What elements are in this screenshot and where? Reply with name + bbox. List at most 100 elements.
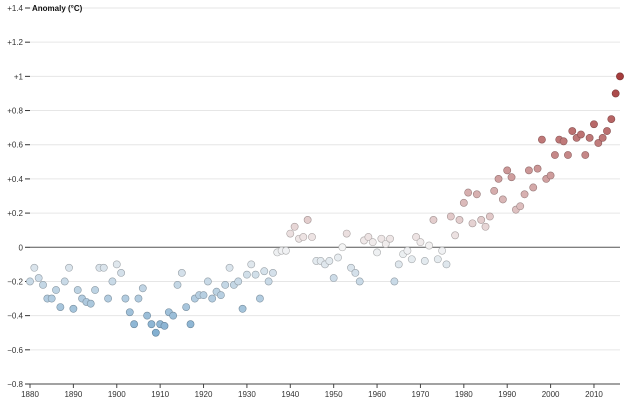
data-point <box>498 195 507 204</box>
data-point <box>490 186 499 195</box>
data-point <box>47 294 56 303</box>
data-point <box>86 299 95 308</box>
data-point <box>256 294 264 303</box>
data-point <box>138 284 147 293</box>
data-point <box>459 198 468 207</box>
data-point <box>347 263 355 272</box>
data-point <box>282 246 290 255</box>
data-point <box>564 151 572 159</box>
data-point <box>260 267 269 276</box>
data-point <box>477 216 486 224</box>
y-tick-label: 0 <box>19 243 24 252</box>
data-point <box>524 166 533 175</box>
data-point <box>442 260 451 269</box>
data-point <box>264 277 273 286</box>
data-point <box>65 263 73 272</box>
data-point <box>433 255 442 264</box>
data-point <box>342 229 351 238</box>
data-point <box>169 311 178 320</box>
data-point <box>243 270 251 279</box>
data-point <box>429 216 438 224</box>
data-point <box>225 263 234 272</box>
x-tick-label: 1950 <box>325 390 343 399</box>
data-point <box>420 257 429 265</box>
y-tick-label: +0.4 <box>7 175 23 184</box>
data-point <box>216 291 225 300</box>
x-tick-label: 1900 <box>108 390 126 399</box>
data-point <box>603 127 611 135</box>
data-point <box>438 246 447 255</box>
data-point <box>177 269 186 277</box>
data-point <box>56 303 65 311</box>
data-points <box>26 72 624 337</box>
data-point <box>208 294 217 303</box>
data-point <box>134 294 143 303</box>
x-tick-label: 1940 <box>281 390 299 399</box>
data-point <box>394 260 403 269</box>
data-point <box>117 269 126 277</box>
data-point <box>60 277 69 286</box>
x-tick-label: 1960 <box>368 390 386 399</box>
data-point <box>407 255 416 264</box>
data-point <box>381 239 390 248</box>
data-point <box>451 231 460 240</box>
data-point <box>30 263 39 272</box>
y-tick-label: −0.8 <box>7 380 23 389</box>
data-point <box>529 183 538 192</box>
x-tick-label: 2000 <box>542 390 560 399</box>
y-tick-label: +0.6 <box>7 141 23 150</box>
data-point <box>520 190 529 199</box>
y-axis: −0.8 −0.6 −0.4 −0.2 0 +0.2 +0.4 +0.6 +0.8 +1 +1.2 +… <box>7 4 30 389</box>
data-point <box>516 202 525 211</box>
data-point <box>238 304 247 313</box>
data-point <box>104 294 112 303</box>
data-point <box>533 164 542 173</box>
data-point <box>568 127 577 135</box>
data-point <box>590 120 598 129</box>
data-point <box>247 260 256 269</box>
data-point <box>546 171 555 180</box>
data-point <box>425 241 434 250</box>
x-tick-label: 1970 <box>412 390 430 399</box>
data-point <box>551 151 559 159</box>
data-point <box>386 234 394 243</box>
data-point <box>373 248 381 257</box>
data-point <box>351 269 360 277</box>
data-point <box>507 173 516 182</box>
y-tick-label: +1 <box>14 72 24 81</box>
data-point <box>73 286 82 294</box>
data-point <box>364 233 373 241</box>
data-point <box>577 130 585 139</box>
data-point <box>91 286 99 294</box>
data-point <box>69 304 78 313</box>
data-point <box>481 222 490 231</box>
x-axis: 1880 1890 1900 1910 1920 1930 1940 1950 1960 1970… <box>21 383 620 399</box>
data-point <box>412 233 421 241</box>
data-point <box>303 216 312 224</box>
data-point <box>26 277 34 286</box>
y-tick-label: +1.2 <box>7 38 23 47</box>
y-tick-label: −0.6 <box>7 346 23 355</box>
x-tick-label: 1990 <box>498 390 516 399</box>
data-point <box>585 133 594 142</box>
data-point <box>338 243 347 252</box>
x-tick-label: 1980 <box>455 390 473 399</box>
data-point <box>329 274 338 282</box>
data-point <box>446 212 455 221</box>
y-tick-label: +0.8 <box>7 107 23 116</box>
data-point <box>186 320 195 329</box>
data-point <box>464 188 473 197</box>
data-point <box>173 280 182 289</box>
data-point <box>308 233 316 241</box>
data-point <box>203 277 212 286</box>
x-tick-label: 1930 <box>238 390 256 399</box>
y-axis-title: Anomaly (°C) <box>32 4 83 13</box>
data-point <box>611 89 620 98</box>
data-point <box>494 175 503 183</box>
data-point <box>269 269 277 277</box>
x-tick-label: 1890 <box>64 390 82 399</box>
data-point <box>121 294 130 303</box>
data-point <box>503 166 512 175</box>
x-tick-label: 1880 <box>21 390 39 399</box>
